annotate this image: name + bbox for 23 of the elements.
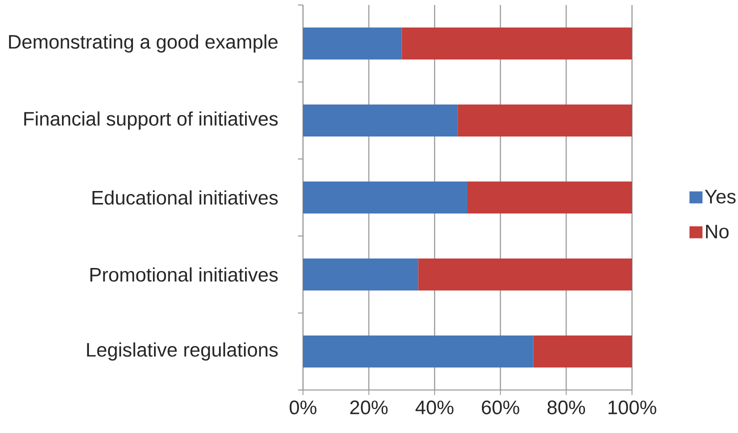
x-tick-label: 40%: [416, 400, 454, 414]
legend-label: No: [706, 224, 729, 238]
x-tick-label: 20%: [350, 400, 388, 414]
x-tick-label: 80%: [548, 400, 586, 414]
y-tick-label: Demonstrating a good example: [9, 34, 278, 53]
bar: [303, 336, 534, 368]
bar: [468, 182, 632, 214]
y-tick-label: Legislative regulations: [87, 342, 278, 361]
x-tick-label: 60%: [482, 400, 520, 414]
bar: [303, 28, 402, 60]
bar: [533, 336, 632, 368]
bar: [458, 104, 632, 136]
legend-label: Yes: [704, 190, 736, 204]
y-tick-label: Promotional initiatives: [90, 267, 278, 282]
x-tick-label: 0%: [290, 400, 316, 414]
bar: [303, 182, 468, 214]
y-tick-label: Educational initiatives: [92, 190, 278, 205]
bar: [402, 28, 632, 60]
bar: [418, 258, 632, 290]
bar: [303, 104, 458, 136]
bar: [303, 258, 418, 290]
x-tick-label: 100%: [608, 400, 656, 414]
y-tick-label: Financial support of initiatives: [24, 111, 278, 130]
